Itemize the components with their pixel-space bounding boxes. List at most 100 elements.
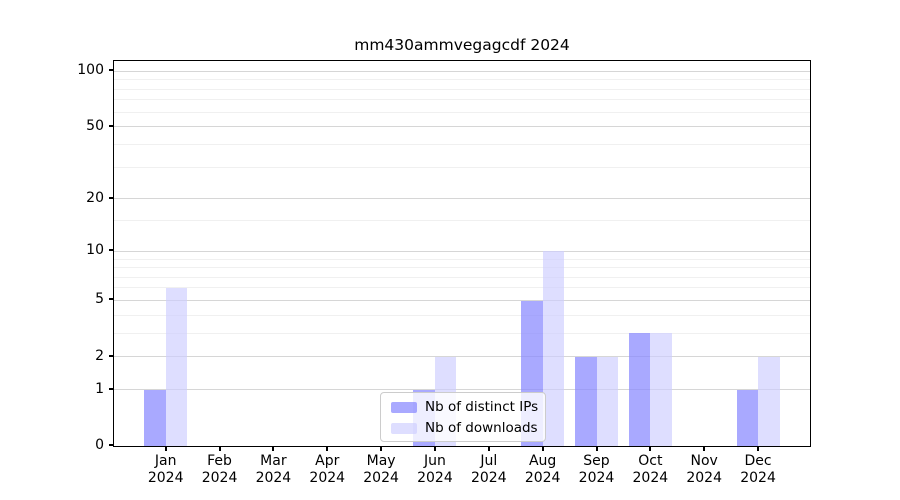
gridline-y-minor-8	[114, 267, 810, 269]
bar-nb-of-downloads-jan	[165, 287, 188, 446]
x-tick-month-feb: Feb	[207, 453, 232, 469]
gridline-y-minor-4	[114, 314, 810, 316]
gridline-y-2	[114, 356, 810, 358]
bar-nb-of-downloads-oct	[650, 333, 672, 446]
bar-nb-of-downloads-dec	[758, 356, 780, 446]
x-tick-jul	[487, 446, 490, 451]
legend-item-downloads: Nb of downloads	[391, 420, 538, 436]
x-tick-label-jul: Jul 2024	[454, 453, 524, 486]
x-tick-label-nov: Nov 2024	[669, 453, 739, 486]
gridline-y-minor-70	[114, 99, 810, 101]
y-tick-label-10: 10	[86, 242, 104, 259]
x-tick-feb	[218, 446, 221, 451]
x-tick-aug	[541, 446, 544, 451]
legend-swatch-distinct-ips	[391, 401, 417, 413]
y-tick-5	[109, 298, 114, 301]
x-tick-year-apr: 2024	[309, 469, 346, 486]
y-tick-label-2: 2	[95, 347, 104, 364]
gridline-y-5	[114, 299, 810, 301]
x-tick-month-may: May	[366, 453, 396, 469]
y-tick-label-100: 100	[77, 62, 104, 79]
x-tick-year-jul: 2024	[470, 469, 507, 486]
gridline-y-50	[114, 126, 810, 128]
x-tick-label-oct: Oct 2024	[615, 453, 685, 486]
gridline-y-minor-80	[114, 88, 810, 90]
x-tick-month-sep: Sep	[583, 453, 610, 469]
y-tick-label-20: 20	[86, 189, 104, 206]
bar-nb-of-distinct-ips-oct	[628, 333, 651, 446]
x-tick-label-jan: Jan 2024	[131, 453, 201, 486]
gridline-y-minor-6	[114, 287, 810, 289]
plot-area	[113, 60, 811, 447]
gridline-y-minor-3	[114, 332, 810, 334]
gridline-y-minor-40	[114, 143, 810, 145]
y-tick-100	[109, 69, 114, 72]
chart-title: mm430ammvegagcdf 2024	[354, 36, 570, 54]
gridline-y-minor-60	[114, 111, 810, 113]
gridline-y-100	[114, 70, 810, 72]
x-tick-mar	[272, 446, 275, 451]
y-tick-label-1: 1	[95, 380, 104, 397]
x-tick-year-may: 2024	[363, 469, 399, 486]
legend: Nb of distinct IPs Nb of downloads	[380, 392, 546, 442]
x-tick-year-feb: 2024	[201, 469, 238, 486]
y-tick-20	[109, 196, 114, 199]
gridline-y-20	[114, 198, 810, 200]
x-tick-label-sep: Sep 2024	[562, 453, 632, 486]
gridline-y-minor-7	[114, 276, 810, 278]
x-tick-month-apr: Apr	[315, 453, 340, 469]
y-tick-label-50: 50	[86, 117, 104, 134]
bar-nb-of-downloads-sep	[596, 356, 618, 446]
legend-label-downloads: Nb of downloads	[425, 420, 538, 436]
x-tick-month-oct: Oct	[638, 453, 663, 469]
y-tick-2	[109, 354, 114, 357]
x-tick-may	[380, 446, 383, 451]
bar-nb-of-distinct-ips-dec	[736, 389, 759, 446]
x-tick-label-apr: Apr 2024	[292, 453, 362, 486]
x-tick-year-aug: 2024	[524, 469, 561, 486]
y-tick-1	[109, 387, 114, 390]
x-tick-label-aug: Aug 2024	[508, 453, 578, 486]
y-tick-label-0: 0	[95, 437, 104, 453]
x-tick-label-feb: Feb 2024	[185, 453, 255, 486]
gridline-y-minor-9	[114, 258, 810, 260]
x-tick-year-mar: 2024	[255, 469, 292, 486]
y-tick-label-5: 5	[95, 291, 104, 308]
x-tick-label-may: May 2024	[346, 453, 416, 486]
x-tick-year-oct: 2024	[632, 469, 669, 486]
y-tick-50	[109, 124, 114, 127]
y-tick-10	[109, 249, 114, 252]
x-tick-sep	[595, 446, 598, 451]
x-tick-label-dec: Dec 2024	[723, 453, 793, 486]
x-tick-jan	[164, 446, 167, 451]
x-tick-year-nov: 2024	[686, 469, 722, 486]
x-tick-jun	[433, 446, 436, 451]
x-tick-month-jul: Jul	[480, 453, 498, 469]
x-tick-nov	[703, 446, 706, 451]
legend-swatch-downloads	[391, 422, 417, 434]
x-tick-apr	[326, 446, 329, 451]
x-tick-month-nov: Nov	[690, 453, 718, 469]
bar-nb-of-distinct-ips-jan	[144, 389, 166, 446]
x-tick-month-dec: Dec	[744, 453, 772, 469]
x-tick-month-mar: Mar	[260, 453, 287, 469]
x-tick-oct	[649, 446, 652, 451]
bar-nb-of-distinct-ips-sep	[575, 356, 597, 446]
legend-item-distinct-ips: Nb of distinct IPs	[391, 399, 539, 415]
legend-label-distinct-ips: Nb of distinct IPs	[425, 399, 539, 415]
gridline-y-minor-90	[114, 79, 810, 81]
y-tick-0	[109, 444, 114, 446]
x-tick-month-jun: Jun	[424, 453, 446, 469]
gridline-y-minor-30	[114, 166, 810, 168]
x-tick-year-dec: 2024	[740, 469, 776, 486]
x-tick-year-jun: 2024	[417, 469, 453, 486]
x-tick-year-jan: 2024	[147, 469, 184, 486]
x-tick-label-mar: Mar 2024	[238, 453, 308, 486]
x-tick-label-jun: Jun 2024	[400, 453, 470, 486]
gridline-y-1	[114, 389, 810, 391]
x-tick-month-aug: Aug	[528, 453, 557, 469]
gridline-y-minor-15	[114, 220, 810, 222]
x-tick-dec	[757, 446, 760, 451]
x-tick-month-jan: Jan	[154, 453, 177, 469]
